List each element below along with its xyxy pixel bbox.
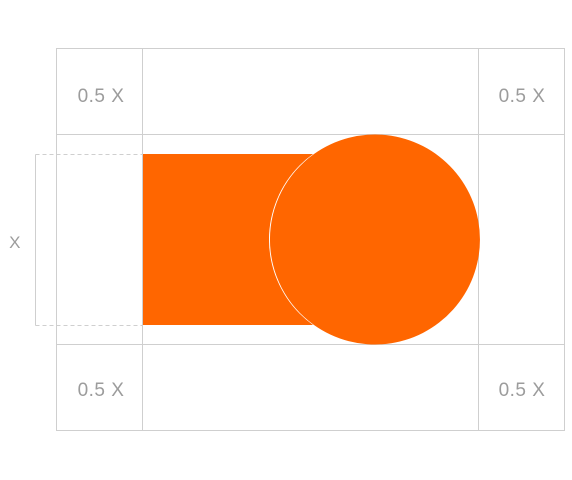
label-height-x: X [9, 233, 21, 252]
clearspace-grid [56, 48, 565, 431]
label-bottom-right: 0.5 X [499, 380, 546, 401]
label-bottom-left: 0.5 X [78, 380, 125, 401]
label-top-left: 0.5 X [78, 86, 125, 107]
label-top-right: 0.5 X [499, 86, 546, 107]
logo-mark [143, 134, 480, 345]
logo-half-circle-shape [269, 134, 480, 345]
height-measure-bracket [35, 154, 142, 326]
grid-outer-border [56, 48, 565, 431]
